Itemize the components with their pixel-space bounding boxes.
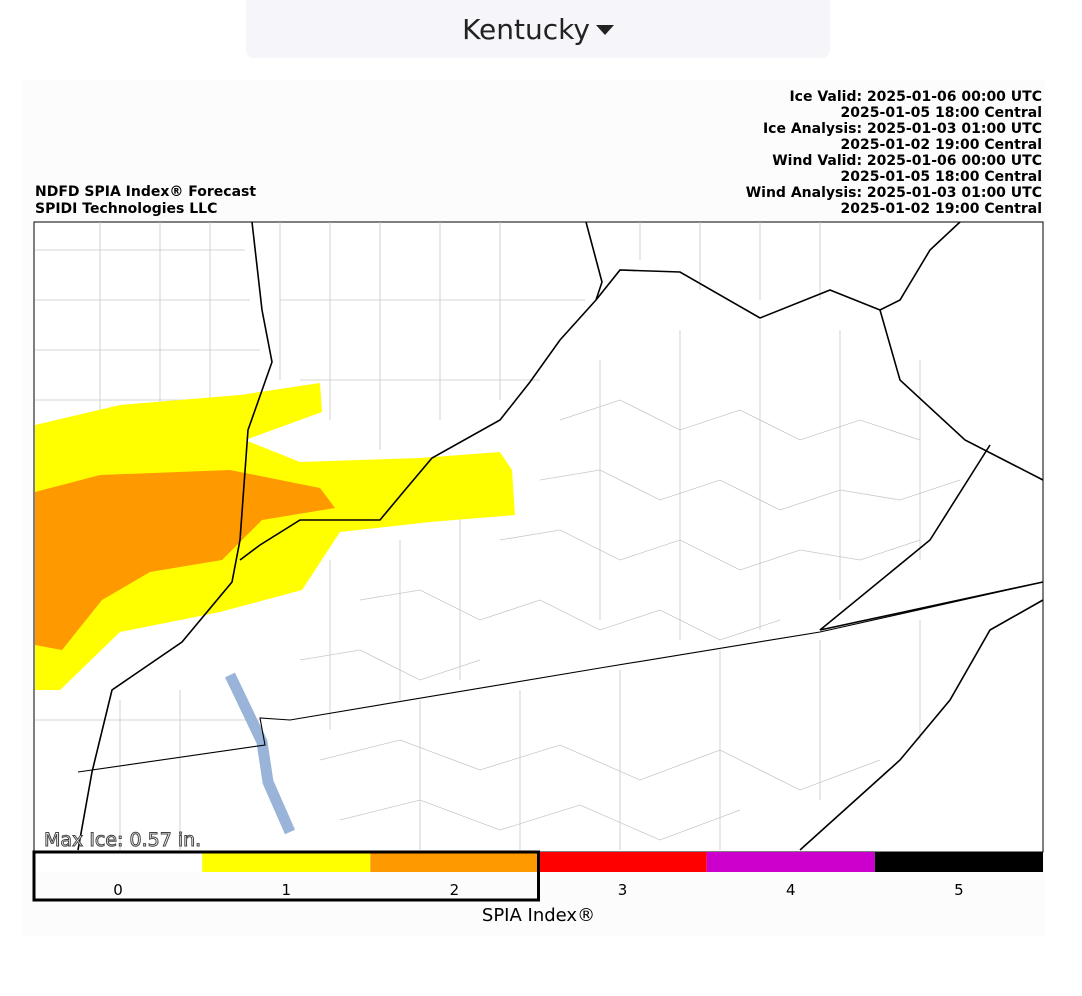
colorbar-label: 4 — [786, 881, 796, 899]
colorbar-highlight — [32, 850, 540, 902]
colorbar-segment — [538, 852, 707, 872]
caret-icon[interactable] — [595, 25, 614, 35]
colorbar-label: 5 — [954, 881, 964, 899]
time-line: Ice Analysis: 2025-01-03 01:00 UTC — [763, 121, 1042, 137]
lake — [225, 672, 296, 835]
time-line: Wind Analysis: 2025-01-03 01:00 UTC — [746, 185, 1042, 201]
time-line: 2025-01-05 18:00 Central — [841, 169, 1042, 185]
colorbar-segment — [706, 852, 875, 872]
map-title: NDFD SPIA Index® Forecast — [35, 184, 256, 200]
colorbar-label: 0 — [113, 881, 123, 899]
colorbar-label: 2 — [450, 881, 460, 899]
colorbar-label: 3 — [618, 881, 628, 899]
county-lines — [35, 222, 961, 850]
colorbar-segment — [34, 852, 203, 872]
time-line: Wind Valid: 2025-01-06 00:00 UTC — [772, 153, 1042, 169]
colorbar-title: SPIA Index® — [482, 905, 595, 926]
map-title: SPIDI Technologies LLC — [35, 201, 217, 217]
map-image: Ice Valid: 2025-01-06 00:00 UTC2025-01-0… — [22, 80, 1045, 936]
colorbar-segment — [370, 852, 539, 872]
state-borders — [77, 221, 1044, 851]
time-line: Ice Valid: 2025-01-06 00:00 UTC — [789, 89, 1042, 105]
max-ice-label: Max Ice: 0.57 in. — [44, 829, 201, 851]
colorbar-segment — [202, 852, 371, 872]
time-line: 2025-01-02 19:00 Central — [841, 137, 1042, 153]
dropdown-label[interactable]: Kentucky — [462, 12, 590, 46]
time-line: 2025-01-05 18:00 Central — [841, 105, 1042, 121]
colorbar-segment — [874, 852, 1043, 872]
ice-area-2 — [35, 470, 335, 650]
time-line: 2025-01-02 19:00 Central — [841, 201, 1042, 217]
boundary-lines — [77, 581, 1044, 773]
colorbar-label: 1 — [281, 881, 291, 899]
state-dropdown[interactable]: Kentucky — [246, 0, 830, 58]
map-layer: Ice Valid: 2025-01-06 00:00 UTC2025-01-0… — [32, 89, 1044, 926]
